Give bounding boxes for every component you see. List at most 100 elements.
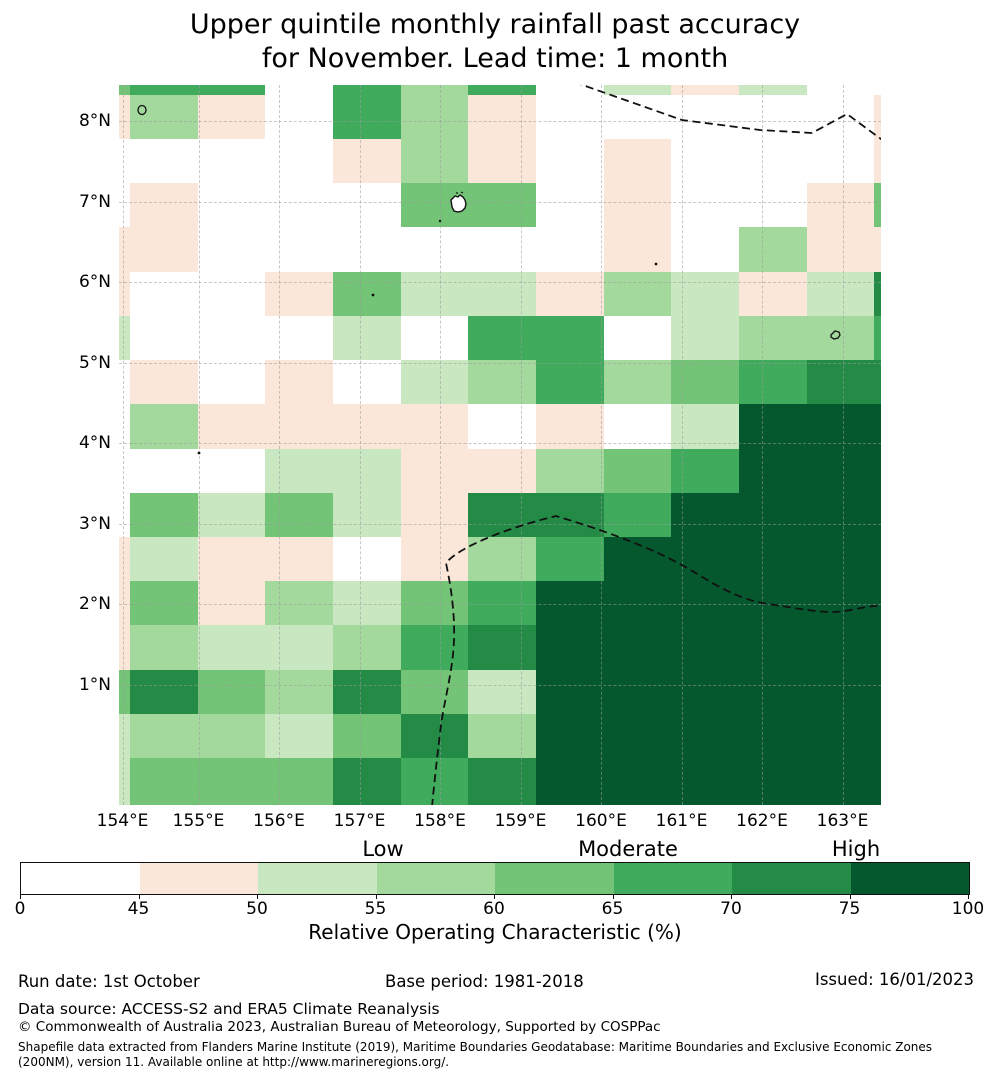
roc-cell (874, 139, 881, 183)
roc-cell (401, 670, 468, 714)
roc-cell (807, 670, 874, 714)
roc-cell (874, 272, 881, 316)
roc-cell (739, 183, 807, 227)
roc-cell (119, 85, 130, 95)
roc-cell (333, 581, 401, 625)
pohnpei-reef-marks (456, 191, 464, 194)
roc-cell (604, 581, 671, 625)
x-tick-label: 157°E (333, 811, 386, 831)
roc-cell (604, 404, 671, 449)
roc-cell (468, 95, 536, 139)
colorbar-tick-mark (257, 894, 258, 899)
roc-cell (739, 714, 807, 758)
y-tick-label: 7°N (78, 191, 111, 212)
colorbar-segment-70-75 (732, 863, 851, 894)
roc-cell (130, 404, 198, 449)
roc-cell (468, 758, 536, 805)
longitude-gridline (440, 85, 441, 805)
longitude-gridline (601, 85, 602, 805)
roc-cell (807, 581, 874, 625)
x-tick-label: 156°E (253, 811, 305, 831)
roc-cell (604, 183, 671, 227)
roc-cell (198, 581, 265, 625)
roc-cell (874, 316, 881, 360)
islet-dot-east (654, 262, 658, 266)
colorbar-tick-label: 75 (838, 899, 861, 919)
colorbar-tick-label: 50 (246, 899, 268, 919)
roc-cell (401, 139, 468, 183)
latitude-gridline (119, 523, 881, 525)
roc-cell (265, 625, 333, 670)
roc-cell (119, 758, 130, 805)
roc-cell (119, 581, 130, 625)
roc-cell (874, 227, 881, 272)
roc-cell (401, 316, 468, 360)
colorbar-tick-label: 70 (720, 899, 742, 919)
roc-cell (130, 758, 198, 805)
roc-cell (874, 183, 881, 227)
colorbar (20, 862, 970, 895)
roc-cell (874, 537, 881, 581)
roc-cell (119, 139, 130, 183)
colorbar-tick-mark (20, 894, 21, 899)
roc-cell (807, 227, 874, 272)
roc-cell (401, 537, 468, 581)
islet-dot-near-pohnpei (438, 219, 442, 223)
roc-cell (874, 714, 881, 758)
roc-cell (119, 625, 130, 670)
roc-cell (130, 714, 198, 758)
colorbar-segment-75-100 (850, 863, 969, 894)
roc-cell (333, 493, 401, 537)
roc-cell (119, 360, 130, 404)
roc-cell (130, 227, 198, 272)
longitude-gridline (359, 85, 361, 805)
chart-title-line1: Upper quintile monthly rainfall past acc… (189, 9, 801, 40)
roc-cell (119, 316, 130, 360)
colorbar-segment-0-45 (21, 863, 140, 894)
roc-cell (874, 758, 881, 805)
roc-cell (807, 537, 874, 581)
roc-cell (536, 449, 604, 493)
roc-cell (739, 670, 807, 714)
roc-cell (130, 537, 198, 581)
roc-cell (333, 404, 401, 449)
roc-cell (536, 625, 604, 670)
roc-cell (401, 493, 468, 537)
roc-cell (198, 537, 265, 581)
roc-cell (198, 404, 265, 449)
roc-cell (468, 670, 536, 714)
roc-cell (130, 316, 198, 360)
roc-cell (468, 316, 536, 360)
x-tick-label: 154°E (96, 811, 149, 831)
roc-cell (807, 183, 874, 227)
colorbar-segment-65-70 (613, 863, 732, 894)
roc-cell (536, 581, 604, 625)
roc-cell (739, 625, 807, 670)
longitude-gridline (520, 85, 522, 805)
roc-cell (130, 272, 198, 316)
roc-cell (874, 404, 881, 449)
colorbar-tick-mark (731, 894, 732, 899)
roc-cell (874, 581, 881, 625)
roc-cell (807, 758, 874, 805)
roc-cell (604, 758, 671, 805)
latitude-gridline (119, 201, 881, 203)
chart-title-line2: for November. Lead time: 1 month (261, 43, 729, 74)
roc-cell (198, 625, 265, 670)
roc-cell (130, 85, 198, 95)
roc-cell (265, 316, 333, 360)
latitude-gridline (119, 362, 881, 364)
roc-cell (130, 360, 198, 404)
roc-cell (536, 85, 604, 95)
roc-cell (265, 183, 333, 227)
roc-cell (807, 85, 874, 95)
roc-cell (333, 316, 401, 360)
longitude-gridline (842, 85, 844, 805)
roc-cell (333, 183, 401, 227)
map-overlay-svg (137, 85, 881, 805)
x-tick-label: 159°E (494, 811, 547, 831)
colorbar-segment-55-60 (376, 863, 495, 894)
roc-cell (739, 85, 807, 95)
roc-cell (265, 581, 333, 625)
